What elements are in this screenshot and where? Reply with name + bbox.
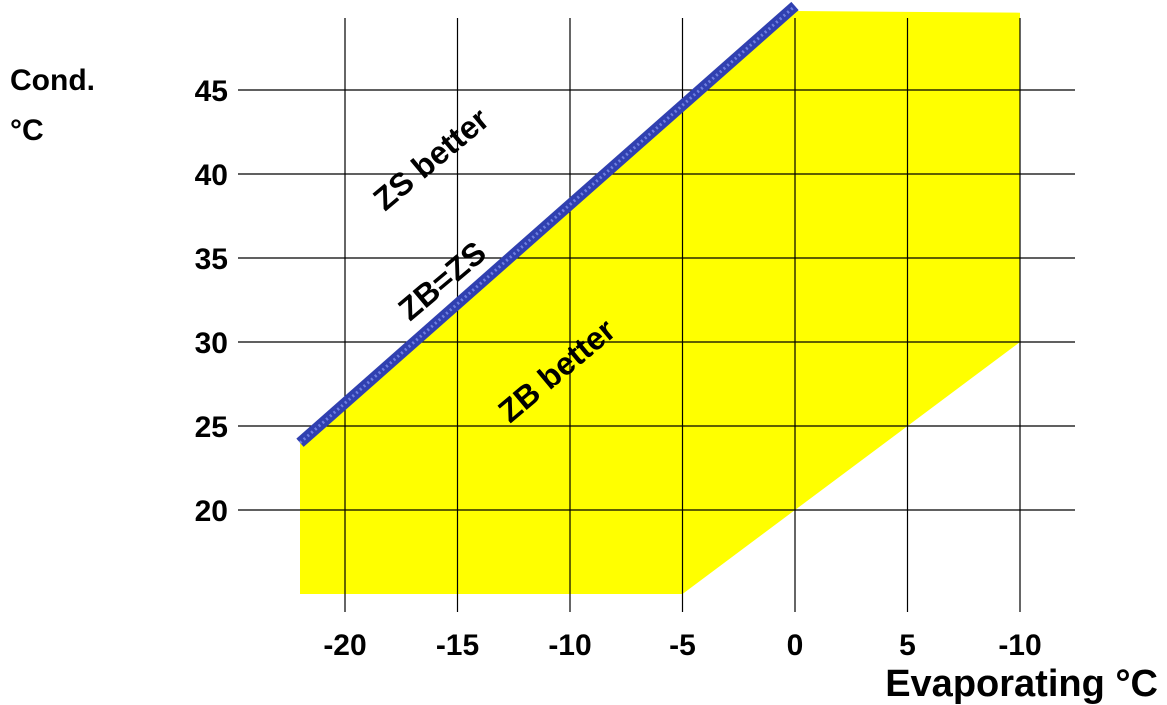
x-tick-label: -10 [998,629,1041,662]
y-tick-label: 25 [195,411,228,444]
x-tick-label: -15 [436,629,479,662]
boundary-line-layer [296,1,799,447]
y-tick-label: 35 [195,243,228,276]
y-tick-label: 45 [195,75,228,108]
x-tick-label-layer: -20 -15 -10 -5 0 5 -10 [323,629,1041,662]
x-tick-label: -5 [669,629,696,662]
y-tick-label: 20 [195,495,228,528]
y-tick-label: 40 [195,159,228,192]
x-tick-label: -20 [323,629,366,662]
x-tick-label: 0 [787,629,804,662]
x-tick-label: -10 [548,629,591,662]
y-tick-label: 30 [195,327,228,360]
envelope-fill-layer [300,11,1020,594]
grid-layer [238,18,1075,612]
x-tick-label: 5 [899,629,916,662]
annotation-zs-better: ZS better [366,101,495,218]
y-tick-label-layer: 20 25 30 35 40 45 [195,75,228,528]
y-axis-label-line1: Cond. [10,64,95,97]
x-axis-label: Evaporating °C [885,663,1158,705]
y-axis-label-line2: °C [10,114,44,147]
boundary-line-hatch [299,4,796,444]
application-envelope-area [300,11,1020,594]
